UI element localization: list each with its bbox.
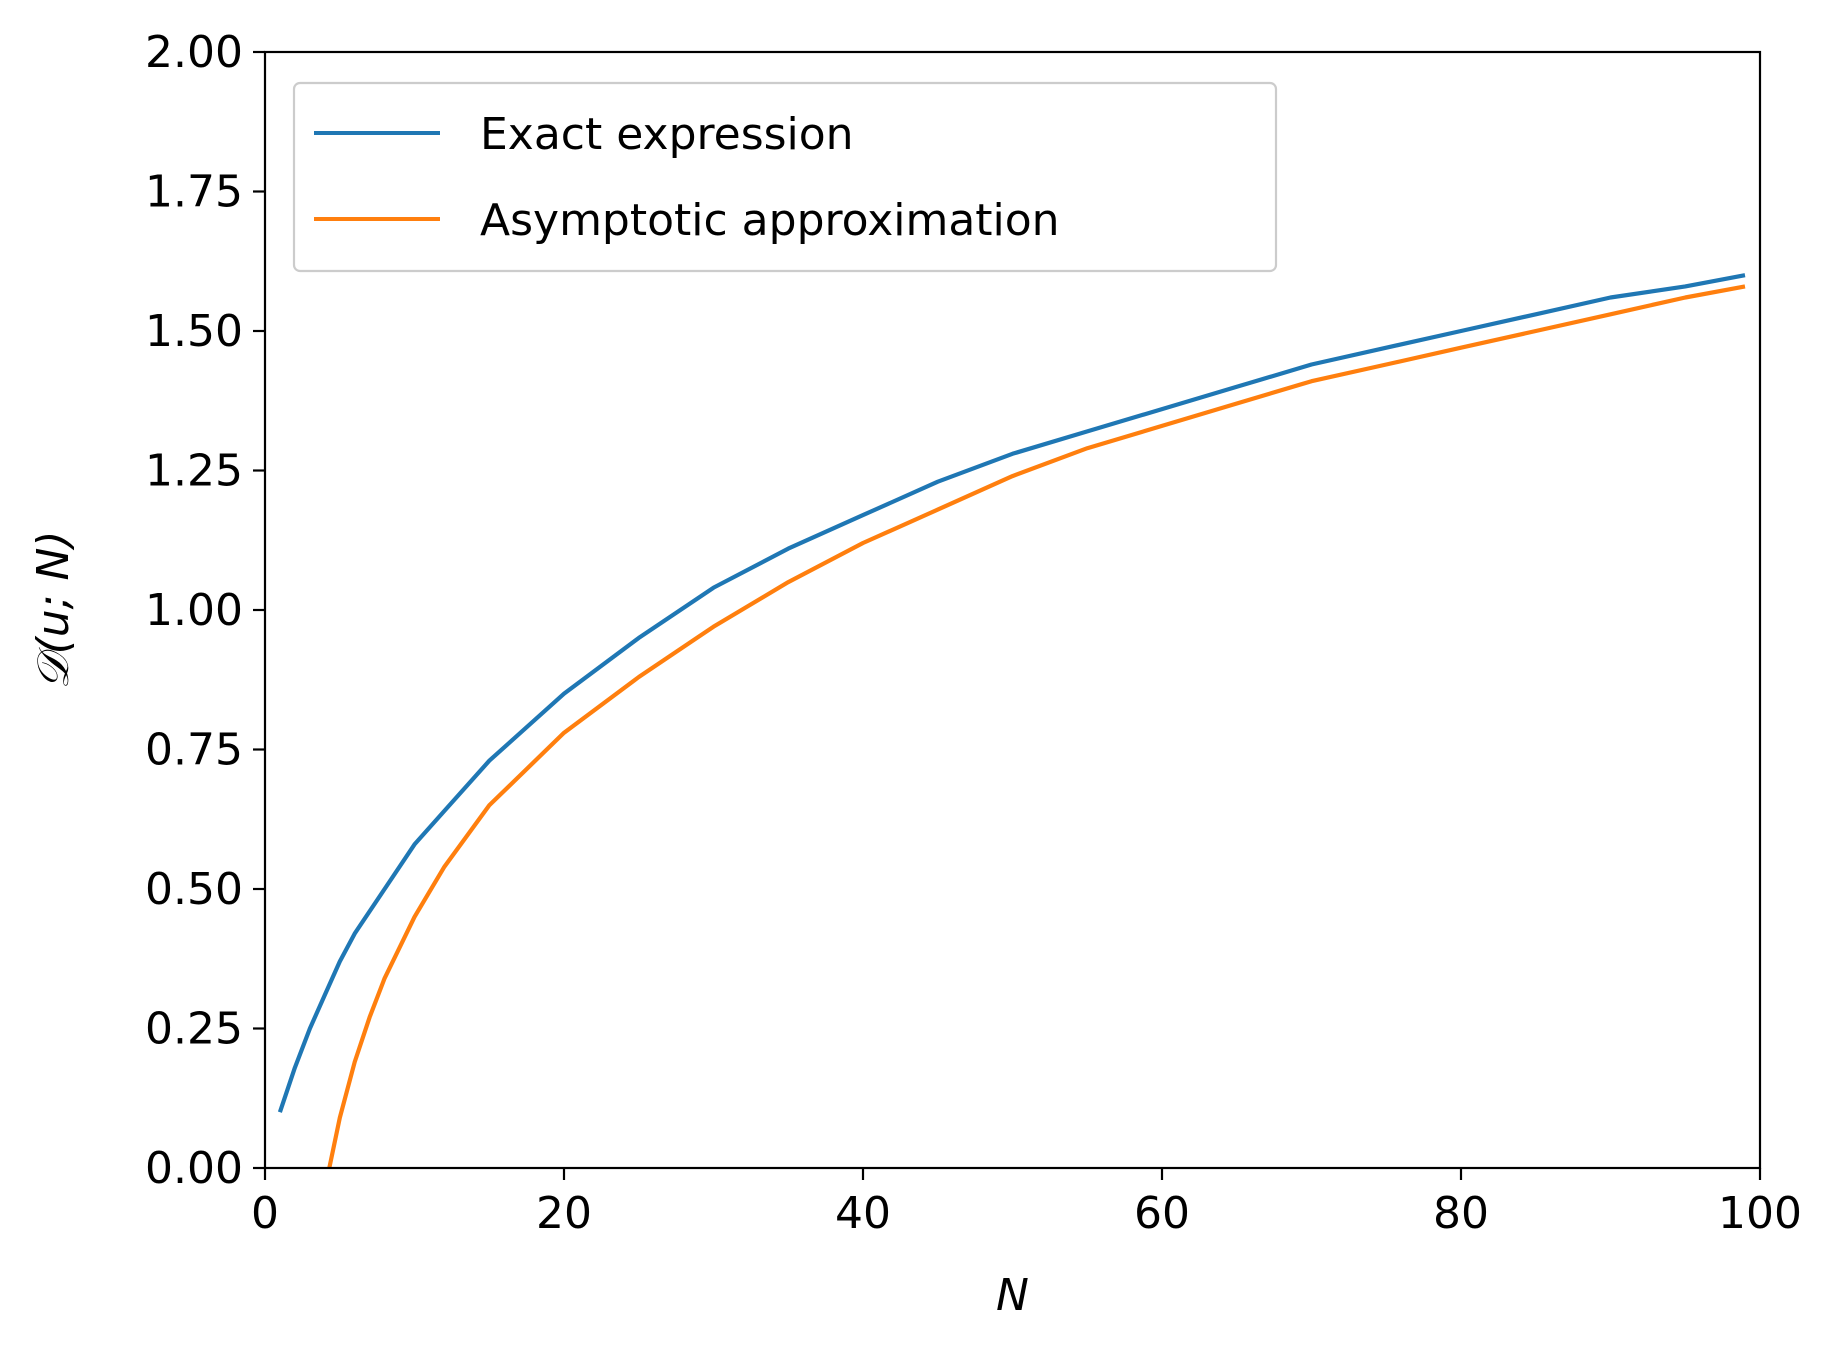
y-tick-label: 0.00 [145,1143,243,1194]
x-tick-label: 80 [1433,1188,1489,1239]
legend: Exact expression Asymptotic approximatio… [292,81,1278,273]
legend-label-exact: Exact expression [480,109,854,160]
x-tick-label: 40 [835,1188,891,1239]
y-tick-label: 1.50 [145,306,243,357]
y-tick-label: 1.75 [145,167,243,218]
y-tick-label: 1.00 [145,585,243,636]
x-tick-label: 20 [536,1188,592,1239]
ticks-layer: 0 20 40 60 80 100 0.00 0.25 0.50 0.75 1.00 1.25 1.50… [145,27,1802,1239]
y-tick-label: 0.25 [145,1004,243,1055]
y-axis-label: 𝒟(u; N) [28,530,79,689]
x-axis-label: N [996,1270,1029,1321]
legend-box [292,81,1278,273]
x-tick-label: 60 [1134,1188,1190,1239]
y-tick-label: 1.25 [145,446,243,497]
series-line-1 [327,284,1746,1169]
series-line-0 [277,273,1746,1113]
y-tick-label: 0.50 [145,864,243,915]
series-layer [277,273,1746,1169]
y-tick-label: 0.75 [145,725,243,776]
y-tick-label: 2.00 [145,27,243,78]
x-tick-label: 0 [251,1188,279,1239]
x-tick-label: 100 [1718,1188,1802,1239]
legend-label-asymptotic: Asymptotic approximation [480,195,1060,246]
